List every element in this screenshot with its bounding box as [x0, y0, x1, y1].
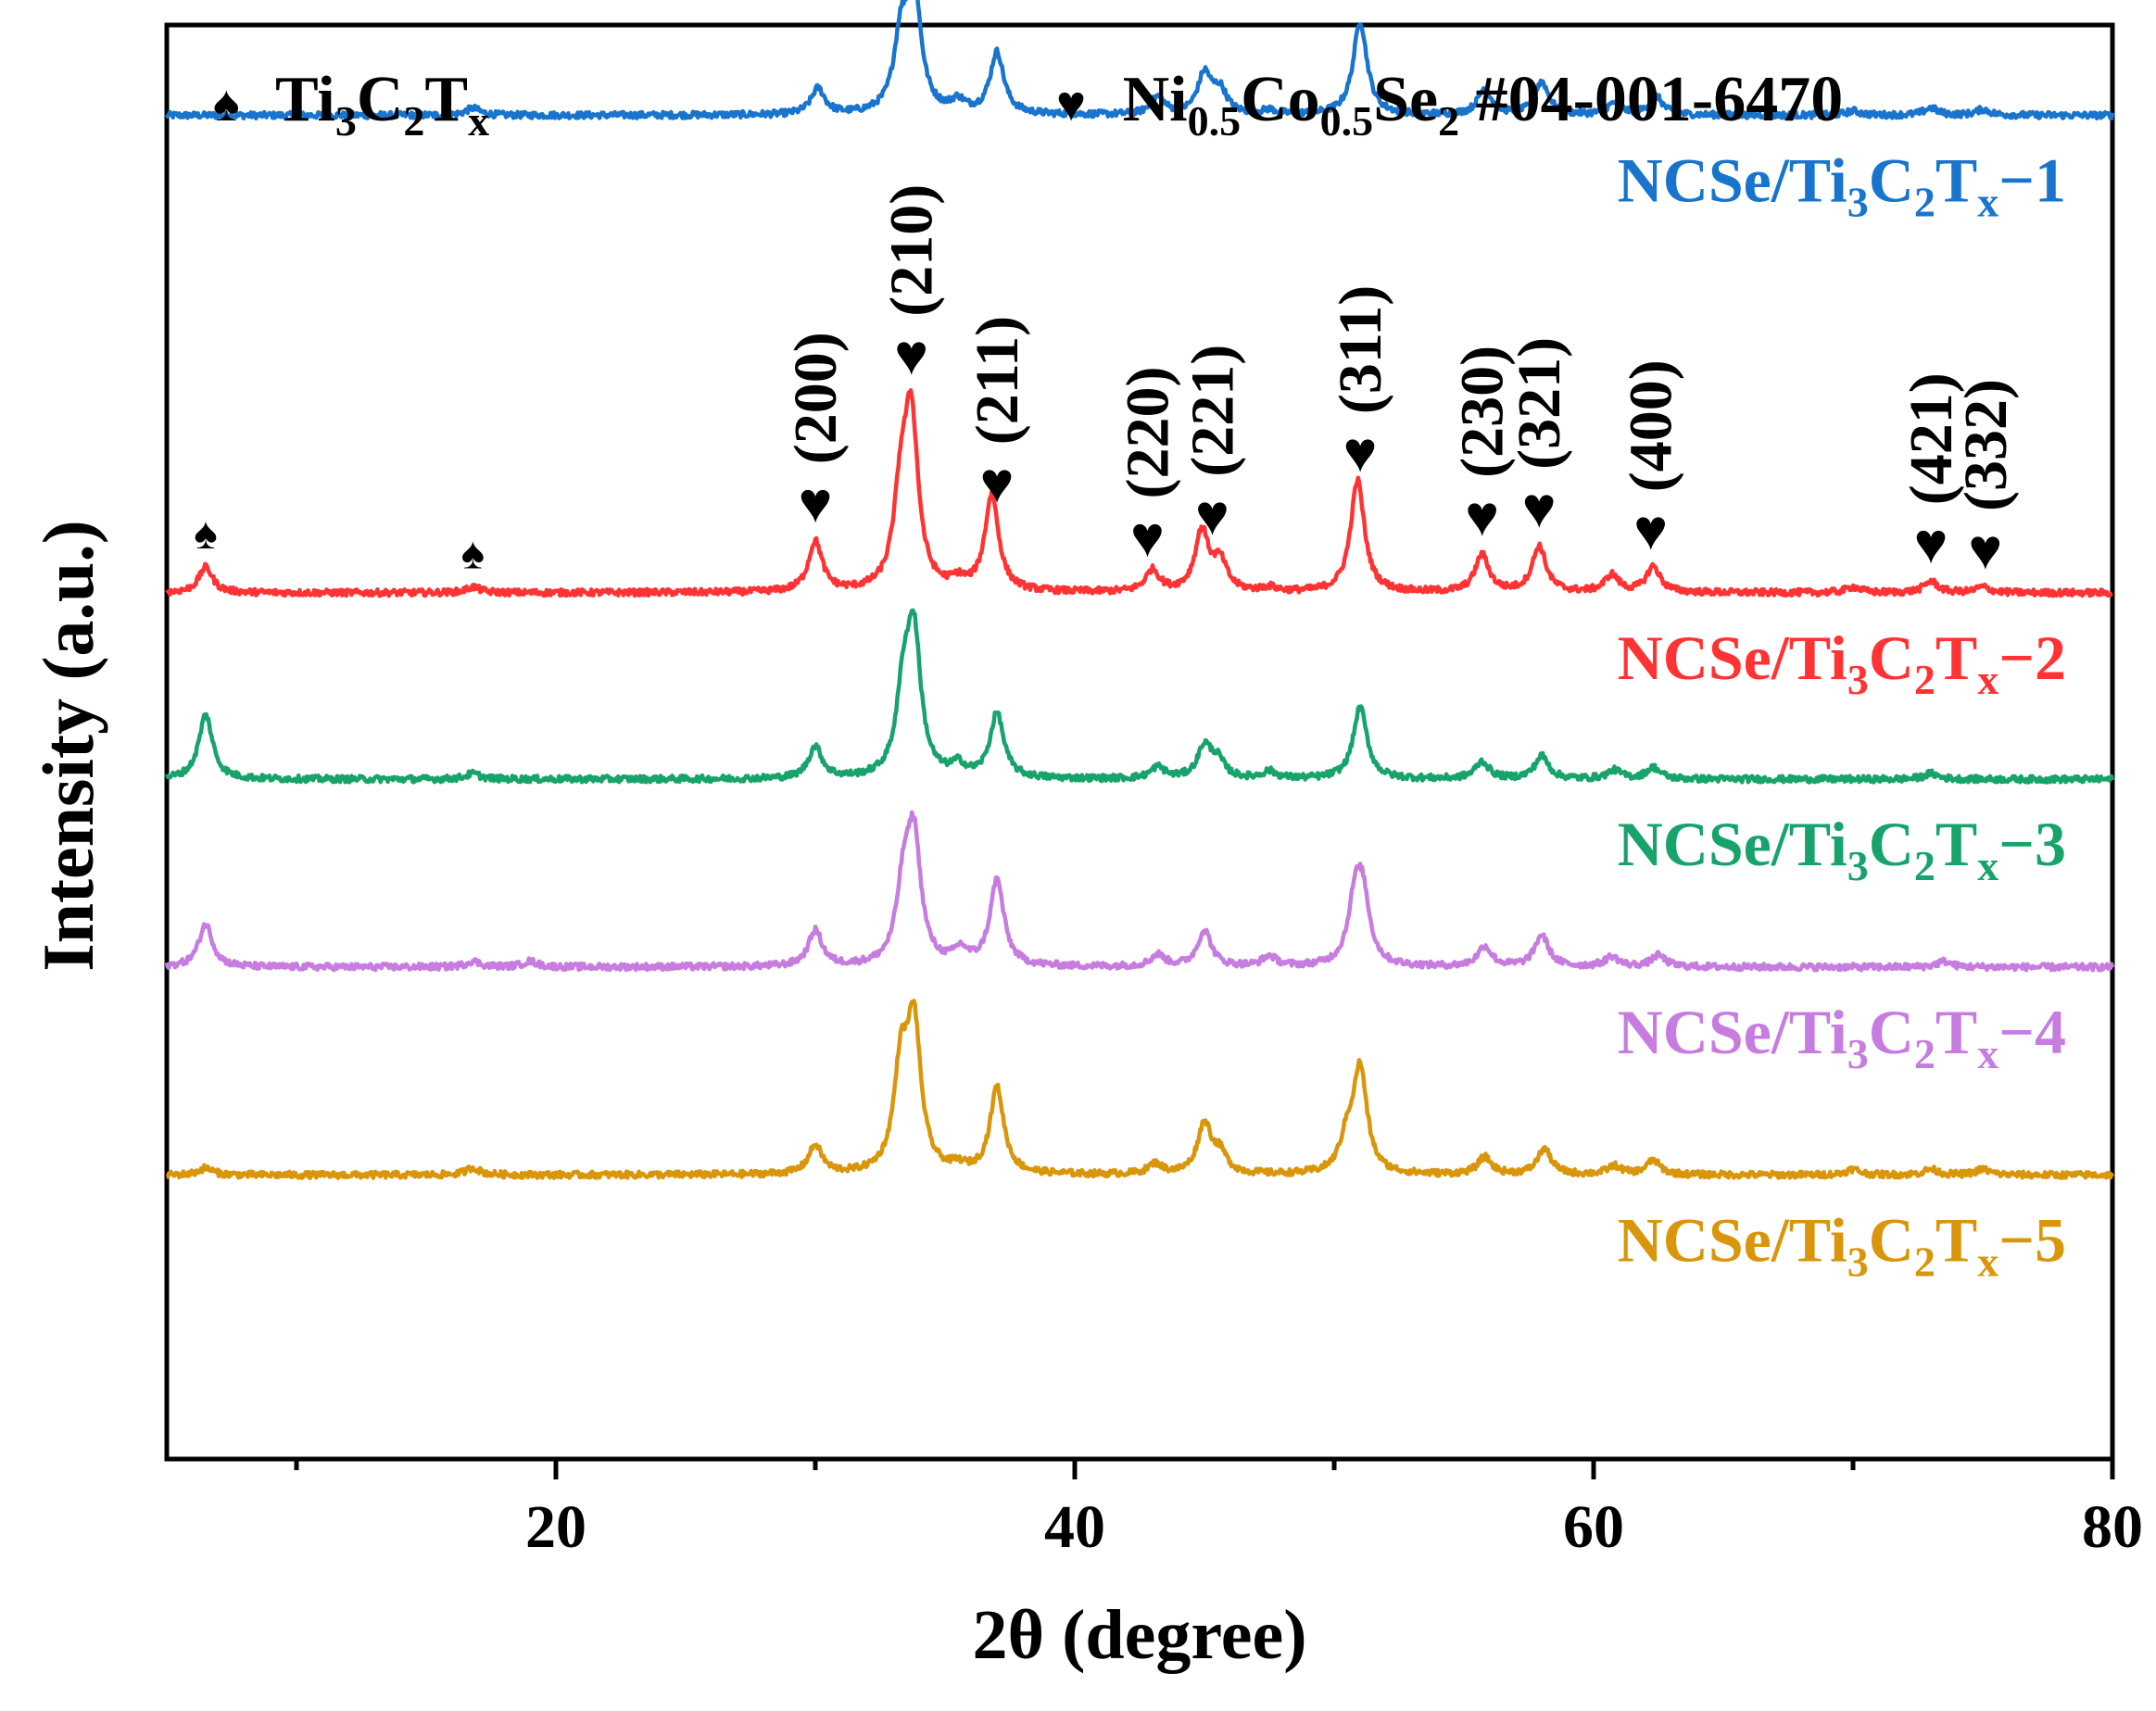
spade-icon: ♠: [461, 530, 485, 579]
legend-entry-nicose2: ♥ Ni0.5Co0.5Se2 #04-001-6470: [1056, 64, 1843, 145]
series-label: NCSe/Ti3C2Tx−1: [1618, 145, 2066, 226]
heart-icon: ♥: [1914, 512, 1948, 575]
x-axis: 20 40 60 80: [294, 1459, 2143, 1561]
miller-index-label: (321): [1506, 337, 1573, 470]
x-axis-title: 2θ (degree): [972, 1596, 1306, 1674]
series-layer: NCSe/Ti3C2Tx−1 NCSe/Ti3C2Tx−2 NCSe/Ti3C2Tx…: [164, 0, 2115, 1285]
miller-index-label: (311): [1327, 285, 1394, 414]
heart-icon: ♥: [980, 452, 1015, 515]
series-label: NCSe/Ti3C2Tx−2: [1618, 623, 2066, 703]
series-2: NCSe/Ti3C2Tx−2: [165, 388, 2114, 703]
heart-icon: ♥: [1343, 421, 1378, 484]
heart-icon: ♥: [1968, 519, 2002, 582]
miller-index-label: (220): [1114, 367, 1181, 499]
x-tick-label: 80: [2082, 1493, 2143, 1561]
series-label: NCSe/Ti3C2Tx−3: [1618, 809, 2066, 889]
miller-index-label: (230): [1449, 346, 1517, 478]
heart-icon: ♥: [1522, 477, 1557, 540]
heart-icon: ♥: [1195, 484, 1229, 547]
miller-index-label: (210): [878, 184, 946, 317]
x-tick-label: 40: [1044, 1493, 1105, 1561]
series-label: NCSe/Ti3C2Tx−5: [1618, 1204, 2066, 1285]
peak-annotations: ♥(200) ♥(210)♥(211)♥(220)♥(221) ♥(311)♥(23…: [194, 184, 2020, 582]
legend: ♠ Ti3C2Tx ♥ Ni0.5Co0.5Se2 #04-001-6470: [213, 64, 1843, 145]
y-axis-title: Intensity (a.u.): [28, 520, 108, 972]
series-line: [164, 608, 2115, 785]
heart-icon: ♥: [1465, 485, 1499, 548]
miller-index-label: (400): [1618, 359, 1685, 492]
series-5: NCSe/Ti3C2Tx−5: [165, 999, 2115, 1285]
miller-index-label: (221): [1179, 345, 1246, 477]
miller-index-label: (421): [1898, 372, 1965, 505]
series-line: [165, 999, 2115, 1181]
spade-icon: ♠: [213, 76, 240, 132]
spade-icon: ♠: [194, 510, 218, 559]
miller-index-label: (332): [1952, 379, 2020, 511]
heart-icon: ♥: [799, 472, 833, 535]
miller-index-label: (211): [964, 316, 1031, 445]
heart-icon: ♥: [1056, 76, 1086, 132]
heart-icon: ♥: [1130, 506, 1165, 569]
series-label: NCSe/Ti3C2Tx−4: [1618, 997, 2066, 1077]
series-line: [164, 810, 2115, 973]
series-1: NCSe/Ti3C2Tx−1: [164, 0, 2115, 226]
plot-frame: [164, 22, 2115, 1462]
miller-index-label: (200): [782, 332, 850, 464]
legend-entry-ti3c2tx: ♠ Ti3C2Tx: [213, 64, 489, 145]
series-line: [164, 0, 2115, 121]
series-line: [165, 388, 2114, 598]
x-tick-label: 60: [1563, 1493, 1624, 1561]
series-3: NCSe/Ti3C2Tx−3: [164, 608, 2115, 889]
heart-icon: ♥: [1633, 499, 1668, 562]
heart-icon: ♥: [894, 324, 928, 387]
x-tick-label: 20: [525, 1493, 586, 1561]
series-4: NCSe/Ti3C2Tx−4: [164, 810, 2115, 1077]
